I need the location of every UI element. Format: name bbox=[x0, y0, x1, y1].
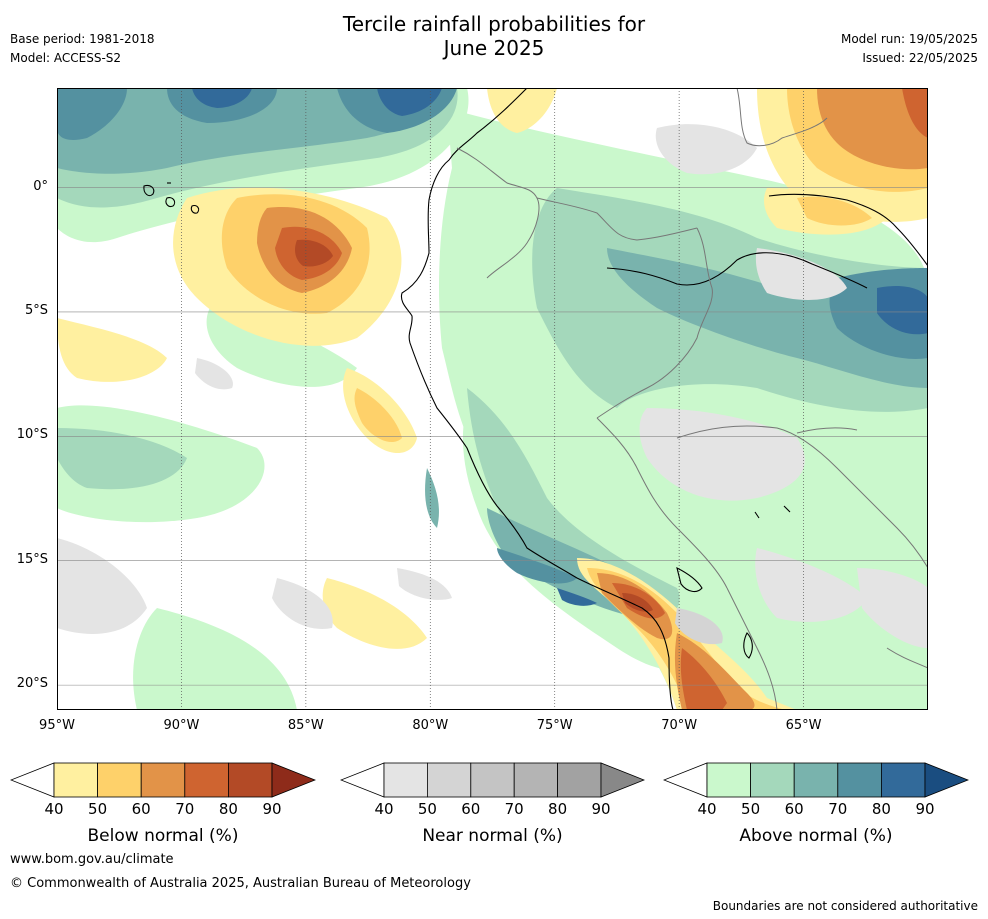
colorbar-tick-label: 40 bbox=[374, 800, 394, 818]
colorbar-tick-label: 70 bbox=[175, 800, 195, 818]
near-normal-field bbox=[57, 124, 928, 648]
colorbar-segment bbox=[383, 762, 428, 798]
colorbar-low-extend bbox=[663, 762, 708, 798]
colorbar-segment bbox=[97, 762, 142, 798]
colorbar-tick-label: 50 bbox=[88, 800, 108, 818]
latitude-tick-label: 20°S bbox=[16, 676, 48, 692]
country-borders bbox=[456, 88, 928, 710]
colorbar-tick-label: 60 bbox=[784, 800, 804, 818]
colorbar-segment bbox=[880, 762, 926, 798]
colorbar-segment bbox=[750, 762, 795, 798]
longitude-tick-label: 80°W bbox=[412, 718, 449, 733]
colorbar-tick-label: 80 bbox=[218, 800, 238, 818]
colorbar-tick-label: 70 bbox=[504, 800, 524, 818]
colorbar-segment bbox=[227, 762, 273, 798]
rainfall-probability-map bbox=[57, 88, 928, 710]
boundaries-disclaimer: Boundaries are not considered authoritat… bbox=[712, 899, 978, 913]
latitude-tick-label: 10°S bbox=[16, 427, 48, 443]
colorbar-tick-label: 90 bbox=[262, 800, 282, 818]
base-period-label: Base period: 1981-2018 bbox=[10, 32, 155, 46]
colorbar-1 bbox=[10, 762, 316, 798]
colorbar-segment bbox=[513, 762, 558, 798]
colorbar-tick-label: 40 bbox=[697, 800, 717, 818]
colorbar-2 bbox=[340, 762, 645, 798]
colorbar-segment bbox=[837, 762, 882, 798]
colorbar-segment bbox=[470, 762, 515, 798]
latitude-tick-label: 15°S bbox=[16, 551, 48, 567]
colorbar-high-extend bbox=[924, 762, 969, 798]
map-title-line1: Tercile rainfall probabilities for bbox=[342, 12, 646, 36]
colorbar-tick-label: 50 bbox=[417, 800, 437, 818]
issued-label: Issued: 22/05/2025 bbox=[862, 51, 978, 65]
longitude-tick-label: 95°W bbox=[39, 718, 75, 733]
model-run-label: Model run: 19/05/2025 bbox=[840, 32, 978, 46]
colorbar-tick-label: 90 bbox=[591, 800, 611, 818]
copyright-notice: © Commonwealth of Australia 2025, Austra… bbox=[10, 876, 471, 891]
model-label: Model: ACCESS-S2 bbox=[10, 51, 122, 65]
below-normal-field bbox=[57, 88, 928, 710]
colorbar-segment bbox=[427, 762, 472, 798]
colorbar-segment bbox=[140, 762, 186, 798]
graticule bbox=[57, 88, 928, 710]
colorbar-segment bbox=[793, 762, 839, 798]
colorbar-tick-label: 50 bbox=[741, 800, 761, 818]
latitude-tick-label: 5°S bbox=[24, 302, 48, 318]
colorbar-3 bbox=[663, 762, 969, 798]
map-frame bbox=[57, 88, 928, 710]
colorbar-title: Near normal (%) bbox=[422, 826, 563, 846]
colorbar-low-extend bbox=[10, 762, 55, 798]
website-link[interactable]: www.bom.gov.au/climate bbox=[10, 852, 174, 867]
colorbar-segment bbox=[557, 762, 602, 798]
longitude-tick-label: 90°W bbox=[163, 718, 200, 733]
colorbar-tick-label: 40 bbox=[44, 800, 64, 818]
latitude-tick-label: 0° bbox=[33, 178, 48, 194]
colorbar-title: Below normal (%) bbox=[87, 826, 239, 846]
colorbar-tick-label: 80 bbox=[871, 800, 891, 818]
longitude-tick-label: 70°W bbox=[661, 718, 698, 733]
colorbar-title: Above normal (%) bbox=[739, 826, 893, 846]
colorbar-high-extend bbox=[271, 762, 316, 798]
colorbar-low-extend bbox=[340, 762, 385, 798]
colorbar-tick-label: 80 bbox=[548, 800, 568, 818]
colorbar-tick-label: 90 bbox=[915, 800, 935, 818]
colorbar-tick-label: 60 bbox=[131, 800, 151, 818]
colorbar-segment bbox=[184, 762, 229, 798]
map-title-line2: June 2025 bbox=[443, 36, 545, 60]
longitude-tick-label: 65°W bbox=[785, 718, 822, 733]
colorbar-segment bbox=[53, 762, 98, 798]
colorbar-high-extend bbox=[600, 762, 645, 798]
coastline bbox=[143, 88, 928, 710]
longitude-tick-label: 75°W bbox=[536, 718, 573, 733]
map-title: Tercile rainfall probabilities for June … bbox=[0, 12, 988, 60]
colorbar-tick-label: 70 bbox=[828, 800, 848, 818]
longitude-tick-label: 85°W bbox=[287, 718, 324, 733]
colorbar-segment bbox=[706, 762, 751, 798]
colorbar-tick-label: 60 bbox=[461, 800, 481, 818]
